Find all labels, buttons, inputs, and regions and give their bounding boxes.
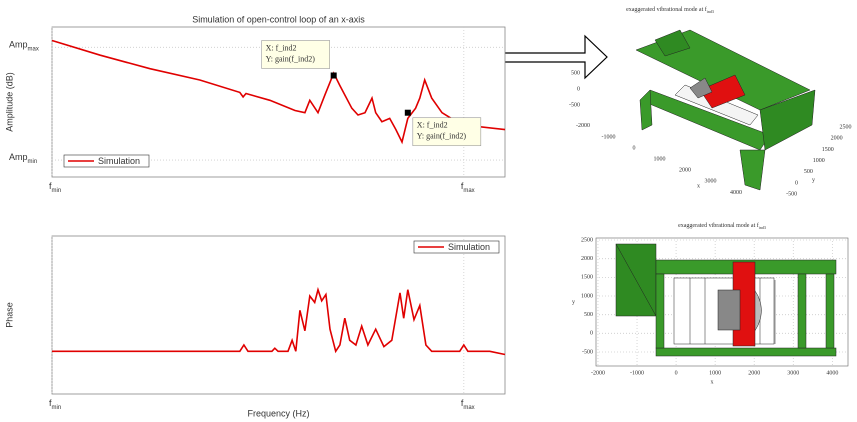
datatip-marker (331, 72, 337, 78)
y-axis-label: y (812, 177, 815, 183)
y-tick-label: 0 (590, 331, 593, 337)
render-title: exaggerated vibrational mode at find3 (626, 6, 714, 14)
y-tick-label: 500 (804, 169, 813, 175)
z-tick-label: 0 (577, 86, 580, 92)
y-tick-label: 0 (795, 180, 798, 186)
datatip-marker (405, 110, 411, 116)
y-tick-label: 1000 (581, 293, 593, 299)
x-tick-label: -1000 (602, 134, 616, 140)
x-tick-label: 0 (675, 370, 678, 376)
y-tick-label-sub: max (28, 46, 39, 52)
x-tick-label-sub: min (52, 405, 62, 411)
figure: -2000-100001000200030004000-500050010001… (0, 0, 857, 422)
x-tick-label: -1000 (630, 370, 644, 376)
y-tick-label: -500 (786, 192, 797, 198)
y-tick-label: 2000 (581, 256, 593, 262)
x-tick-label: 4000 (730, 190, 742, 196)
datatip-text: X: f_ind2 (417, 121, 448, 130)
legend-label: Simulation (98, 156, 140, 166)
datatip-text: Y: gain(f_ind2) (266, 54, 316, 63)
x-tick-label: 1000 (709, 370, 721, 376)
render-3d-shapes (636, 30, 815, 190)
y-tick-label-main: Amp (9, 40, 28, 50)
legend-label: Simulation (448, 242, 490, 252)
y-tick-label: 500 (584, 312, 593, 318)
y-tick-label: -500 (582, 349, 593, 355)
datatip-text: Y: gain(f_ind2) (417, 132, 467, 141)
x-tick-label: 4000 (826, 370, 838, 376)
x-tick-label: fmin (49, 181, 61, 193)
y-tick-label: 2000 (831, 136, 843, 142)
x-tick-label: 2000 (679, 168, 691, 174)
x-tick-label: 0 (633, 145, 636, 151)
render-title-sub: ind3 (759, 225, 766, 230)
plot-area (52, 236, 505, 394)
x-tick-label-sub: min (52, 188, 62, 194)
x-tick-label: 1000 (654, 156, 666, 162)
y-tick-label: 2500 (840, 124, 852, 130)
render-title-main: exaggerated vibrational mode at f (678, 222, 759, 229)
y-tick-label: 1000 (813, 158, 825, 164)
datatip-text: X: f_ind2 (266, 43, 297, 52)
x-tick-label: 3000 (705, 179, 717, 185)
x-tick-label: fmax (461, 181, 475, 193)
z-tick-label: -500 (569, 102, 580, 108)
chart-title: Simulation of open-control loop of an x-… (192, 14, 365, 24)
y-tick-label: 2500 (581, 237, 593, 243)
render-title-main: exaggerated vibrational mode at f (626, 6, 707, 13)
x-tick-label-sub: max (463, 405, 474, 411)
x-tick-label: 3000 (787, 370, 799, 376)
x-axis-label: Frequency (Hz) (247, 408, 309, 418)
x-tick-label: fmin (49, 398, 61, 410)
x-axis-label: x (697, 183, 700, 189)
x-tick-label: -2000 (576, 123, 590, 129)
y-axis-label: Amplitude (dB) (4, 72, 14, 132)
render-title-sub: ind3 (707, 9, 714, 14)
y-tick-label-sub: min (28, 159, 38, 165)
x-axis-label: x (711, 379, 714, 385)
y-tick-label: Ampmax (9, 40, 39, 52)
y-axis-label: y (572, 299, 575, 305)
y-tick-label-main: Amp (9, 152, 28, 162)
y-tick-label: Ampmin (9, 152, 37, 164)
x-tick-label: 2000 (748, 370, 760, 376)
y-tick-label: 1500 (581, 275, 593, 281)
x-tick-label: -2000 (591, 370, 605, 376)
x-tick-label-sub: max (463, 188, 474, 194)
y-tick-label: 1500 (822, 147, 834, 153)
x-tick-label: fmax (461, 398, 475, 410)
render-title: exaggerated vibrational mode at find3 (678, 222, 766, 230)
z-tick-label: 500 (571, 70, 580, 76)
y-axis-label: Phase (4, 302, 14, 328)
